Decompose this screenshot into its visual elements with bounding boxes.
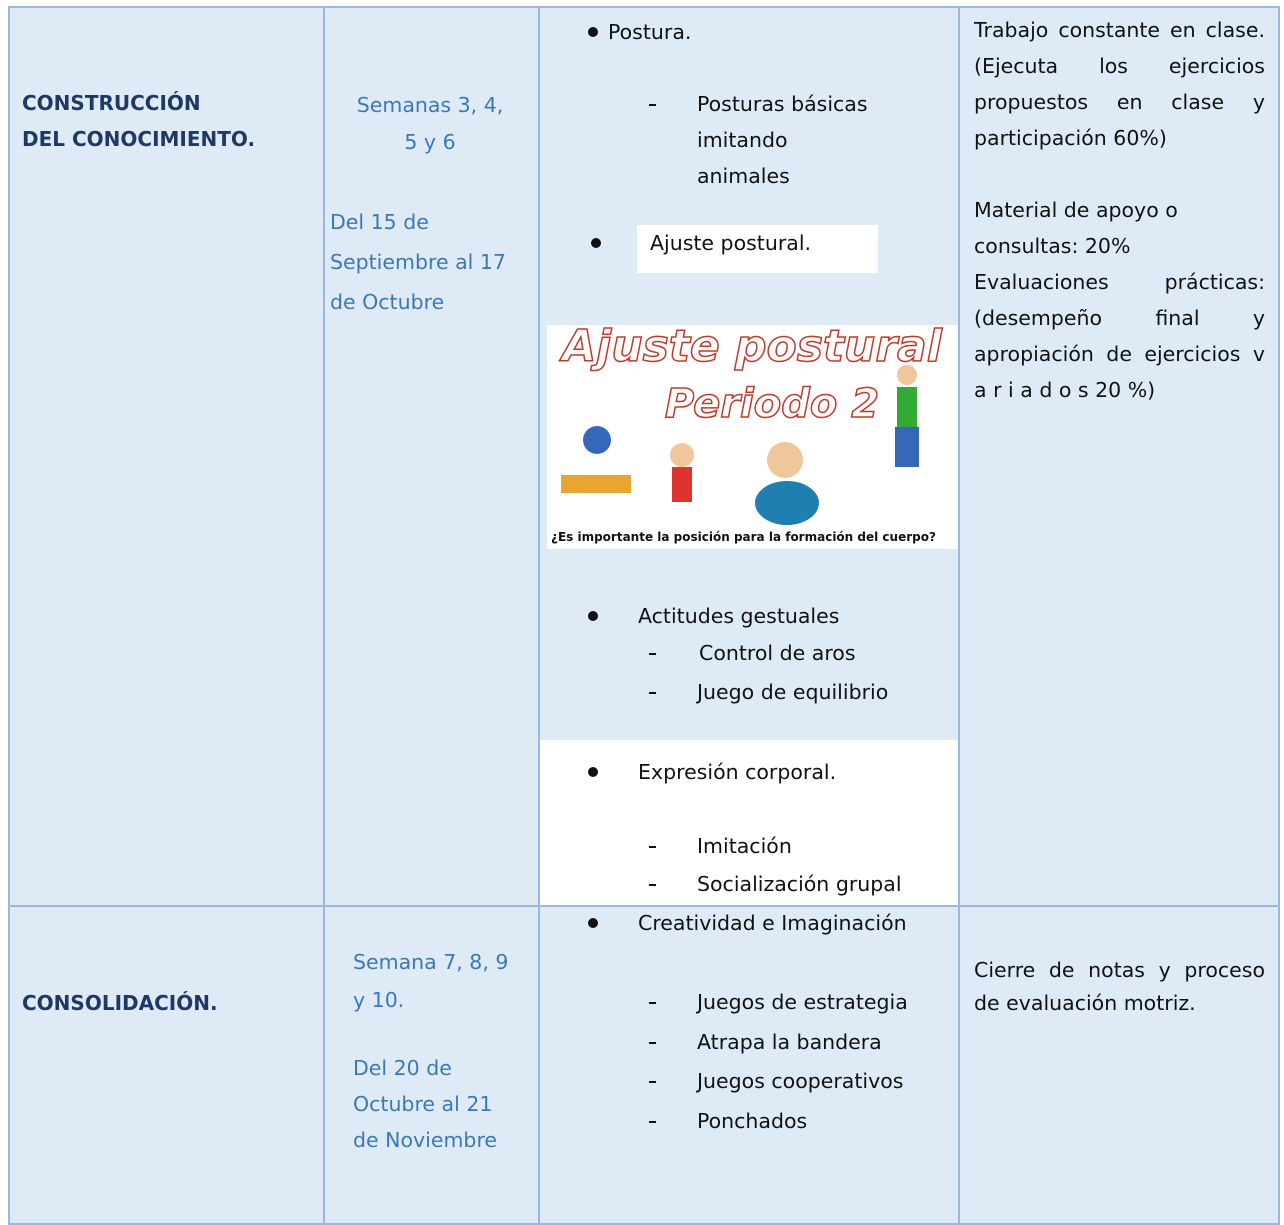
cell bbox=[958, 905, 1280, 1225]
evaluation: Material de apoyo o consultas: 20% bbox=[974, 198, 1178, 258]
weeks: Semana 7, 8, 9 bbox=[353, 950, 509, 974]
illustration-bg bbox=[547, 325, 958, 549]
weeks: Semanas 3, 4, bbox=[356, 93, 504, 117]
dash bbox=[649, 846, 656, 848]
figure bbox=[670, 443, 694, 467]
cell bbox=[323, 905, 540, 1225]
dates: Del 15 de bbox=[330, 210, 429, 234]
white-block bbox=[637, 225, 878, 273]
stage: DEL CONOCIMIENTO. bbox=[22, 127, 256, 151]
item: Actitudes gestuales bbox=[638, 604, 840, 628]
bullet bbox=[591, 238, 601, 248]
subitem: imitando bbox=[697, 128, 788, 152]
subitem: Imitación bbox=[697, 834, 792, 858]
figure bbox=[755, 481, 819, 525]
cell bbox=[958, 6, 1280, 907]
dates: de Noviembre bbox=[353, 1128, 498, 1152]
dash bbox=[649, 104, 656, 106]
mat bbox=[561, 475, 631, 493]
stage: CONSOLIDACIÓN. bbox=[22, 991, 218, 1015]
figure bbox=[895, 427, 919, 467]
subitem: Juegos de estrategia bbox=[697, 990, 908, 1014]
evaluation: Cierre de notas y proceso de evaluación … bbox=[974, 958, 1265, 1015]
item: Postura. bbox=[608, 20, 692, 44]
dash bbox=[649, 1081, 656, 1083]
stage: CONSTRUCCIÓN bbox=[22, 91, 201, 115]
figure bbox=[897, 387, 917, 427]
item: Creatividad e Imaginación bbox=[638, 911, 907, 935]
dates: Octubre al 21 bbox=[353, 1092, 493, 1116]
weeks: y 10. bbox=[353, 988, 405, 1012]
subitem: Control de aros bbox=[699, 641, 856, 665]
dates: de Octubre bbox=[330, 290, 445, 314]
illustration-subtitle: Periodo 2 bbox=[665, 381, 879, 427]
weeks: 5 y 6 bbox=[404, 130, 456, 154]
dash bbox=[649, 1042, 656, 1044]
figure bbox=[767, 442, 803, 478]
subitem: Ponchados bbox=[697, 1109, 808, 1133]
dash bbox=[649, 884, 656, 886]
dates: Del 20 de bbox=[353, 1056, 452, 1080]
figure bbox=[897, 365, 917, 385]
dash bbox=[649, 692, 656, 694]
subitem: Juego de equilibrio bbox=[697, 680, 889, 704]
illustration: Ajuste postural Periodo 2 ¿Es importante… bbox=[547, 325, 958, 549]
subitem: Posturas básicas bbox=[697, 92, 868, 116]
dash bbox=[649, 1121, 656, 1123]
bullet bbox=[588, 27, 598, 37]
illustration-title: Ajuste postural bbox=[559, 325, 943, 372]
cell bbox=[8, 905, 325, 1225]
bullet bbox=[588, 611, 598, 621]
bullet bbox=[588, 767, 598, 777]
white-block bbox=[540, 740, 958, 905]
cell bbox=[538, 905, 960, 1225]
subitem: Atrapa la bandera bbox=[697, 1030, 882, 1054]
cell bbox=[323, 6, 540, 907]
subitem: Socialización grupal bbox=[697, 872, 902, 896]
bullet bbox=[588, 918, 598, 928]
cell bbox=[8, 6, 325, 907]
evaluation: Evaluaciones prácticas: (desempeño final… bbox=[974, 270, 1265, 402]
evaluation: Trabajo constante en clase. (Ejecuta los… bbox=[974, 18, 1265, 150]
dates: Septiembre al 17 bbox=[330, 250, 506, 274]
figure bbox=[672, 467, 692, 502]
dash bbox=[649, 1002, 656, 1004]
dash bbox=[649, 653, 656, 655]
illustration-caption: ¿Es importante la posición para la forma… bbox=[551, 530, 936, 544]
subitem: animales bbox=[697, 164, 790, 188]
item: Ajuste postural. bbox=[650, 231, 812, 255]
item: Expresión corporal. bbox=[638, 760, 837, 784]
subitem: Juegos cooperativos bbox=[697, 1069, 904, 1093]
figure bbox=[583, 426, 611, 454]
